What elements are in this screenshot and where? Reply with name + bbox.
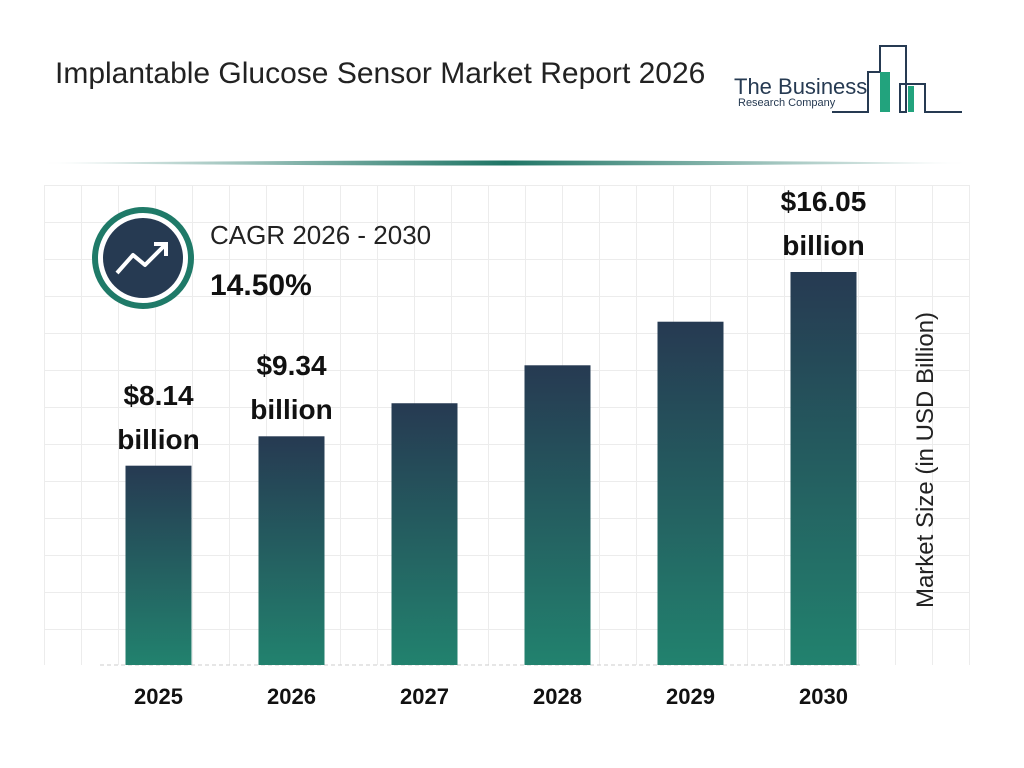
y-axis-label: Market Size (in USD Billion) [912, 312, 939, 608]
bar [524, 365, 591, 665]
x-tick-label: 2029 [666, 684, 715, 709]
cagr-icon [92, 207, 194, 309]
logo: The Business Research Company [734, 45, 962, 113]
value-label: $8.14 billion [117, 379, 200, 455]
cagr-value: 14.50% [210, 269, 312, 302]
x-tick-label: 2026 [267, 684, 316, 709]
value-label: $9.34 billion [250, 350, 333, 426]
x-tick-label: 2028 [533, 684, 582, 709]
bar [790, 272, 857, 665]
value-label: $16.05 billion [780, 186, 867, 261]
x-tick-label: 2027 [400, 684, 449, 709]
logo-line2: Research Company [738, 97, 836, 109]
title: Implantable Glucose Sensor Market Report… [55, 57, 706, 90]
header-line [40, 160, 970, 166]
bar [125, 465, 192, 665]
bar [391, 403, 458, 665]
cagr-label: CAGR 2026 - 2030 [210, 220, 431, 250]
logo-line1: The Business [734, 74, 867, 99]
x-tick-label: 2025 [134, 684, 183, 709]
bar [258, 436, 325, 665]
x-tick-label: 2030 [799, 684, 848, 709]
bar [657, 321, 724, 665]
